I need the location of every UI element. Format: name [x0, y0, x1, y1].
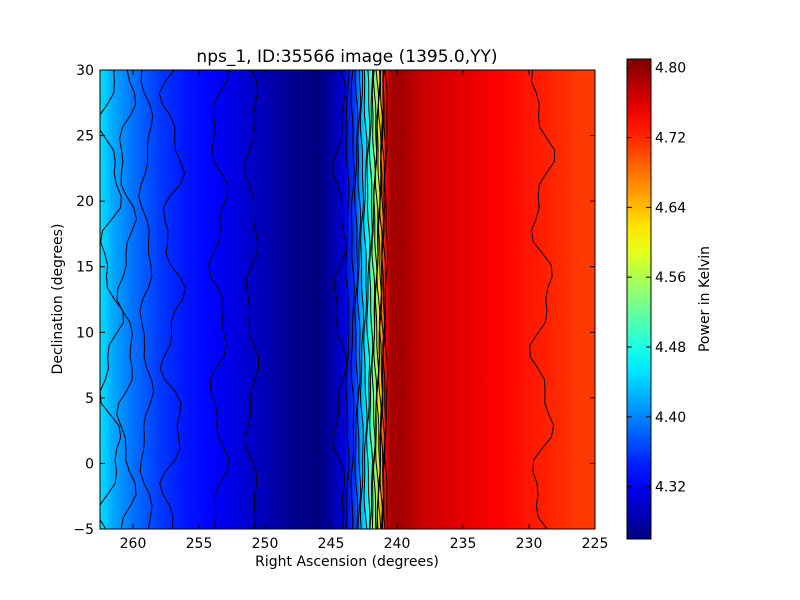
y-tick-label: 30 [76, 63, 94, 79]
plot-area: 260 255 250 245 240 235 230 225 −5 0 5 10 15 20 25 30 [73, 63, 608, 552]
contour-line [383, 70, 389, 529]
x-axis-label: Right Ascension (degrees) [255, 554, 439, 570]
contour-line [374, 70, 380, 529]
contour-line [359, 70, 365, 529]
x-tick-label: 230 [516, 536, 543, 552]
contour-line [529, 70, 556, 529]
contour-line [376, 70, 381, 529]
colorbar-tick-label: 4.72 [655, 131, 686, 147]
colorbar-tick-label: 4.56 [655, 270, 686, 286]
contour-line [138, 70, 155, 529]
x-tick-label: 240 [384, 536, 411, 552]
contour-line [332, 70, 348, 529]
contour-line [366, 70, 371, 529]
contour-line [354, 70, 359, 529]
x-tick-label: 260 [120, 536, 147, 552]
y-axis: −5 0 5 10 15 20 25 30 [73, 63, 595, 538]
x-axis: 260 255 250 245 240 235 230 225 [120, 70, 609, 552]
colorbar: 4.32 4.40 4.48 4.56 4.64 4.72 4.80 Power in Ke… [626, 58, 713, 540]
colorbar-tick-label: 4.48 [655, 340, 686, 356]
contour-line [368, 70, 374, 529]
colorbar-bar [626, 58, 652, 540]
contour-line [244, 70, 260, 529]
y-tick-label: 0 [85, 456, 94, 472]
x-tick-label: 235 [450, 536, 477, 552]
contour-line [208, 70, 230, 529]
colorbar-tick-label: 4.64 [655, 200, 686, 216]
contour-line [379, 70, 385, 529]
chart-title: nps_1, ID:35566 image (1395.0,YY) [196, 47, 497, 67]
contour-line [356, 70, 362, 529]
contour-line [158, 70, 187, 529]
contour-line [345, 70, 350, 529]
y-tick-label: 15 [76, 260, 94, 276]
colorbar-label: Power in Kelvin [697, 246, 713, 352]
colorbar-tick-label: 4.80 [655, 61, 686, 77]
y-tick-label: 10 [76, 325, 94, 341]
contour-line [100, 70, 125, 529]
x-tick-label: 245 [318, 536, 345, 552]
y-tick-label: 5 [85, 391, 94, 407]
y-tick-label: 25 [76, 129, 94, 145]
x-tick-label: 255 [186, 536, 213, 552]
colorbar-ticks: 4.32 4.40 4.48 4.56 4.64 4.72 4.80 [627, 61, 686, 496]
x-tick-label: 225 [582, 536, 609, 552]
contour-line [116, 70, 137, 529]
colorbar-tick-label: 4.32 [655, 480, 686, 496]
colorbar-tick-label: 4.40 [655, 410, 686, 426]
plot-frame [99, 69, 596, 530]
y-tick-label: −5 [73, 522, 94, 538]
contour-line [363, 70, 368, 529]
y-tick-label: 20 [76, 194, 94, 210]
y-axis-label: Declination (degrees) [50, 224, 66, 375]
x-tick-label: 250 [252, 536, 279, 552]
contour-lines [100, 70, 556, 529]
contour-line [350, 70, 355, 529]
